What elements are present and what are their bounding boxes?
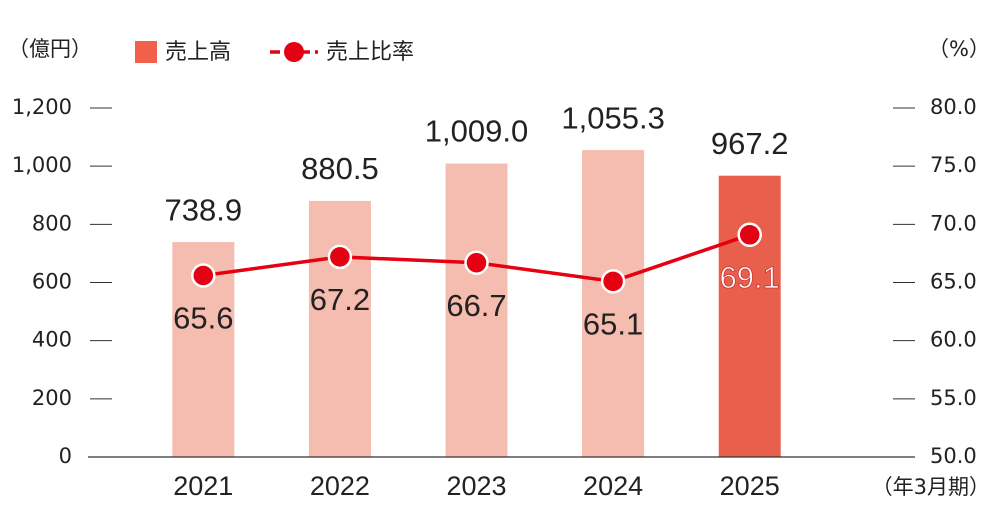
- x-tick-label: 2022: [310, 471, 370, 501]
- legend-label: 売上比率: [326, 40, 414, 65]
- y2-tick-label: 55.0: [930, 386, 977, 410]
- y2-axis-label: （%）: [928, 37, 990, 61]
- legend-swatch: [284, 42, 304, 62]
- line-value-label: 69.1: [720, 260, 780, 295]
- y2-tick-label: 75.0: [930, 153, 977, 177]
- y2-tick-label: 50.0: [930, 444, 977, 468]
- bar: [445, 163, 508, 457]
- y-tick-label: 600: [32, 270, 72, 294]
- line-point: [327, 244, 353, 270]
- line-value-label: 65.6: [173, 301, 233, 336]
- x-tick-label: 2025: [720, 471, 780, 501]
- bar: [308, 200, 371, 457]
- legend-swatch: [135, 41, 157, 63]
- legend-label: 売上高: [165, 40, 231, 65]
- y-tick-label: 0: [59, 444, 72, 468]
- y-tick-label: 400: [32, 328, 72, 352]
- y-tick-label: 1,000: [12, 153, 72, 177]
- line-point: [600, 269, 626, 294]
- line-point: [737, 222, 762, 248]
- x-tick-label: 2023: [446, 471, 506, 501]
- x-axis-unit: （年3月期）: [872, 475, 990, 499]
- line-value-label: 67.2: [310, 282, 370, 317]
- bar-value-label: 1,009.0: [425, 114, 528, 149]
- y-tick-label: 1,200: [12, 95, 72, 119]
- y-axis-label: （億円）: [8, 37, 92, 61]
- bar-value-label: 967.2: [711, 126, 789, 161]
- x-tick-label: 2024: [583, 471, 643, 501]
- y2-tick-label: 80.0: [930, 95, 977, 119]
- bar: [582, 150, 645, 457]
- x-tick-label: 2021: [173, 471, 233, 501]
- y-tick-label: 200: [32, 386, 72, 410]
- bar: [718, 175, 781, 457]
- bar-value-label: 1,055.3: [561, 100, 664, 135]
- bar-value-label: 880.5: [301, 151, 379, 186]
- y2-tick-label: 65.0: [930, 270, 977, 294]
- bar-value-label: 738.9: [165, 192, 243, 227]
- line-value-label: 66.7: [446, 288, 506, 323]
- y2-tick-label: 70.0: [930, 211, 977, 235]
- line-value-label: 65.1: [583, 307, 643, 342]
- y-tick-label: 800: [32, 211, 72, 235]
- line-point: [191, 263, 216, 288]
- line-point: [464, 250, 489, 275]
- y2-tick-label: 60.0: [930, 328, 977, 352]
